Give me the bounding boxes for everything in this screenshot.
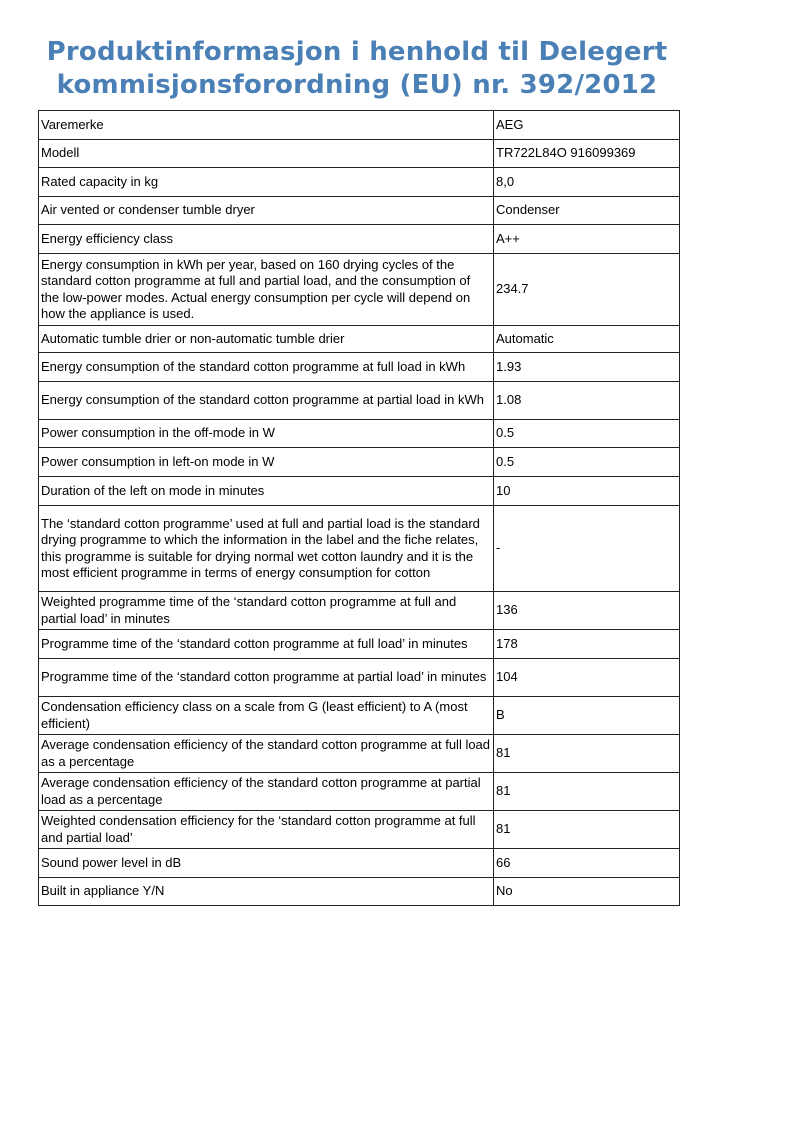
row-label: Air vented or condenser tumble dryer: [38, 196, 494, 225]
row-value: -: [493, 505, 680, 592]
row-value: 234.7: [493, 253, 680, 326]
table-row: Modell TR722L84O 916099369: [38, 139, 680, 168]
row-value: 0.5: [493, 447, 680, 477]
row-value: 104: [493, 658, 680, 697]
row-label: Energy consumption of the standard cotto…: [38, 352, 494, 382]
row-label: Duration of the left on mode in minutes: [38, 476, 494, 506]
row-label: Varemerke: [38, 110, 494, 140]
row-value: 0.5: [493, 419, 680, 448]
row-label: Automatic tumble drier or non-automatic …: [38, 325, 494, 353]
row-label: Power consumption in left-on mode in W: [38, 447, 494, 477]
table-row: Energy consumption of the standard cotto…: [38, 352, 680, 382]
row-value: 178: [493, 629, 680, 659]
table-row: Power consumption in left-on mode in W 0.…: [38, 447, 680, 477]
row-label: Modell: [38, 139, 494, 168]
row-value: Condenser: [493, 196, 680, 225]
row-value: 81: [493, 810, 680, 849]
row-label: Built in appliance Y/N: [38, 877, 494, 906]
table-row: Rated capacity in kg 8,0: [38, 167, 680, 197]
table-row: Varemerke AEG: [38, 110, 680, 140]
table-row: Duration of the left on mode in minutes 1…: [38, 476, 680, 506]
row-value: B: [493, 696, 680, 735]
table-row: The ‘standard cotton programme’ used at …: [38, 505, 680, 592]
table-row: Weighted programme time of the ‘standard…: [38, 591, 680, 630]
row-value: 136: [493, 591, 680, 630]
row-value: AEG: [493, 110, 680, 140]
row-label: Rated capacity in kg: [38, 167, 494, 197]
row-label: Programme time of the ‘standard cotton p…: [38, 629, 494, 659]
table-row: Average condensation efficiency of the s…: [38, 772, 680, 811]
row-label: Weighted condensation efficiency for the…: [38, 810, 494, 849]
row-label: The ‘standard cotton programme’ used at …: [38, 505, 494, 592]
table-row: Energy consumption in kWh per year, base…: [38, 253, 680, 326]
table-row: Sound power level in dB 66: [38, 848, 680, 878]
row-value: No: [493, 877, 680, 906]
row-label: Energy efficiency class: [38, 224, 494, 254]
title-line-2: kommisjonsforordning (EU) nr. 392/2012: [56, 70, 658, 100]
row-value: 81: [493, 734, 680, 773]
row-label: Energy consumption in kWh per year, base…: [38, 253, 494, 326]
table-row: Weighted condensation efficiency for the…: [38, 810, 680, 849]
row-value: 10: [493, 476, 680, 506]
row-label: Average condensation efficiency of the s…: [38, 734, 494, 773]
row-label: Average condensation efficiency of the s…: [38, 772, 494, 811]
table-row: Energy consumption of the standard cotto…: [38, 381, 680, 420]
row-value: 81: [493, 772, 680, 811]
table-row: Programme time of the ‘standard cotton p…: [38, 629, 680, 659]
row-label: Programme time of the ‘standard cotton p…: [38, 658, 494, 697]
row-label: Sound power level in dB: [38, 848, 494, 878]
row-value: 8,0: [493, 167, 680, 197]
row-label: Condensation efficiency class on a scale…: [38, 696, 494, 735]
title-line-1: Produktinformasjon i henhold til Deleger…: [46, 37, 668, 67]
table-row: Power consumption in the off-mode in W 0.…: [38, 419, 680, 448]
row-label: Power consumption in the off-mode in W: [38, 419, 494, 448]
table-row: Automatic tumble drier or non-automatic …: [38, 325, 680, 353]
row-label: Energy consumption of the standard cotto…: [38, 381, 494, 420]
page-title: Produktinformasjon i henhold til Deleger…: [0, 36, 714, 102]
table-row: Energy efficiency class A++: [38, 224, 680, 254]
table-row: Programme time of the ‘standard cotton p…: [38, 658, 680, 697]
row-value: TR722L84O 916099369: [493, 139, 680, 168]
table-row: Average condensation efficiency of the s…: [38, 734, 680, 773]
row-label: Weighted programme time of the ‘standard…: [38, 591, 494, 630]
table-row: Condensation efficiency class on a scale…: [38, 696, 680, 735]
row-value: Automatic: [493, 325, 680, 353]
row-value: A++: [493, 224, 680, 254]
table-row: Built in appliance Y/N No: [38, 877, 680, 906]
row-value: 1.08: [493, 381, 680, 420]
row-value: 66: [493, 848, 680, 878]
row-value: 1.93: [493, 352, 680, 382]
product-info-table: Varemerke AEG Modell TR722L84O 916099369 Rat…: [38, 110, 680, 906]
table-row: Air vented or condenser tumble dryer Cond…: [38, 196, 680, 225]
